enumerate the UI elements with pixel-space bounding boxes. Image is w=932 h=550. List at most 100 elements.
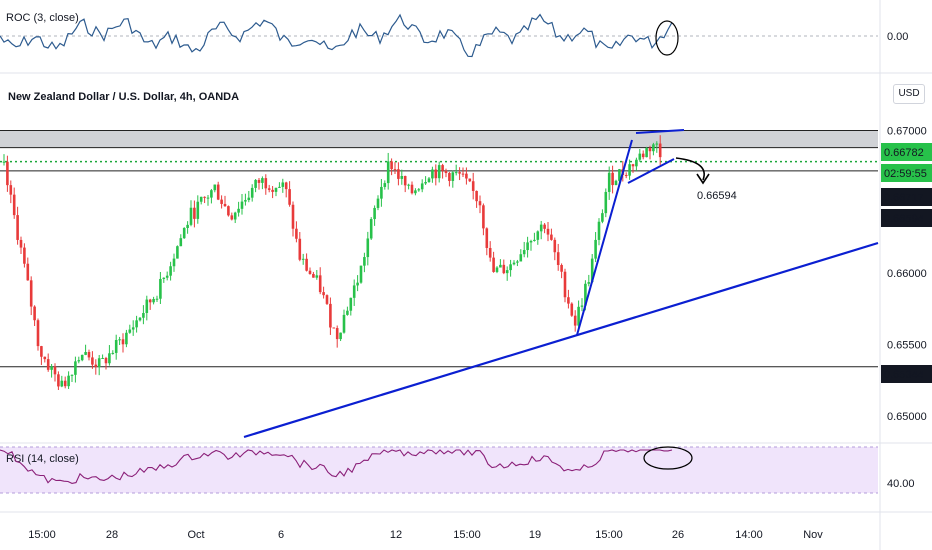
candle-body bbox=[101, 358, 104, 360]
candle-body bbox=[50, 366, 53, 370]
candle-body bbox=[441, 165, 444, 171]
candle-body bbox=[543, 224, 546, 229]
candle-body bbox=[329, 303, 332, 328]
candle-body bbox=[227, 206, 230, 216]
x-tick-label: 15:00 bbox=[28, 529, 56, 541]
candle-body bbox=[475, 190, 478, 202]
candle-body bbox=[590, 258, 594, 283]
y-tick-label: 0.66000 bbox=[887, 268, 927, 280]
candle-body bbox=[6, 161, 9, 186]
candle-body bbox=[271, 189, 274, 192]
candle-body bbox=[505, 270, 509, 274]
candle-body bbox=[165, 275, 169, 278]
candle-body bbox=[63, 380, 67, 387]
candle-body bbox=[604, 191, 608, 214]
candle-body bbox=[451, 172, 455, 181]
candle-body bbox=[305, 258, 308, 271]
candle-body bbox=[641, 153, 645, 158]
candle-body bbox=[240, 201, 244, 209]
candle-body bbox=[298, 238, 302, 260]
candle-body bbox=[176, 246, 179, 259]
candle-body bbox=[390, 161, 393, 170]
candle-body bbox=[516, 261, 519, 263]
candle-body bbox=[437, 165, 441, 179]
candle-body bbox=[91, 357, 94, 365]
candle-body bbox=[560, 265, 563, 272]
candle-body bbox=[193, 207, 196, 219]
candle-body bbox=[393, 169, 397, 171]
price-label-box bbox=[881, 164, 932, 182]
candle-body bbox=[16, 215, 19, 240]
candle-body bbox=[26, 263, 30, 281]
candle-body bbox=[529, 240, 533, 243]
candle-body bbox=[186, 224, 189, 229]
candle-body bbox=[308, 270, 312, 274]
candle-body bbox=[148, 299, 152, 303]
candle-body bbox=[121, 339, 125, 345]
candle-body bbox=[70, 374, 74, 376]
candle-body bbox=[580, 305, 584, 307]
candle-body bbox=[203, 196, 206, 198]
candle-body bbox=[346, 310, 349, 315]
candle-body bbox=[587, 282, 591, 284]
x-tick-label: 26 bbox=[672, 529, 684, 541]
candle-body bbox=[594, 239, 597, 259]
candle-body bbox=[556, 252, 560, 266]
candle-body bbox=[2, 161, 6, 163]
candle-body bbox=[424, 182, 427, 184]
candle-body bbox=[169, 266, 172, 276]
candle-body bbox=[223, 203, 227, 207]
candle-body bbox=[509, 264, 512, 271]
candle-body bbox=[19, 239, 23, 248]
x-tick-label: 6 bbox=[278, 529, 284, 541]
roc-title: ROC (3, close) bbox=[6, 12, 79, 24]
price-label-text: 0.66782 bbox=[884, 147, 924, 159]
candle-body bbox=[539, 224, 543, 232]
y-tick-label: 0.65000 bbox=[887, 411, 927, 423]
candle-body bbox=[645, 148, 648, 158]
currency-button[interactable]: USD bbox=[893, 84, 925, 104]
candle-body bbox=[291, 204, 295, 229]
candle-body bbox=[403, 176, 407, 186]
candle-body bbox=[386, 161, 390, 184]
candle-body bbox=[431, 169, 434, 179]
candle-body bbox=[526, 242, 529, 251]
candle-body bbox=[471, 181, 475, 191]
candle-body bbox=[135, 320, 138, 328]
candle-body bbox=[567, 297, 570, 304]
candle-body bbox=[125, 332, 128, 345]
x-tick-label: Oct bbox=[187, 529, 204, 541]
candle-body bbox=[284, 182, 288, 190]
candle-body bbox=[468, 178, 472, 182]
candle-body bbox=[264, 178, 268, 189]
x-tick-label: 28 bbox=[106, 529, 118, 541]
candle-body bbox=[142, 312, 145, 318]
price-label-text: 0.65344 bbox=[884, 369, 924, 381]
candle-body bbox=[465, 173, 468, 179]
x-tick-label: 15:00 bbox=[595, 529, 623, 541]
candle-body bbox=[40, 346, 43, 357]
rsi-band bbox=[0, 447, 878, 493]
candle-body bbox=[614, 180, 618, 186]
x-tick-label: Nov bbox=[803, 529, 823, 541]
x-tick-label: 15:00 bbox=[453, 529, 481, 541]
candle-body bbox=[488, 247, 492, 258]
candle-body bbox=[332, 327, 336, 329]
main-title: New Zealand Dollar / U.S. Dollar, 4h, OA… bbox=[8, 91, 239, 103]
roc-line bbox=[0, 13, 673, 58]
candle-body bbox=[454, 172, 458, 174]
price-label-text: 0.66717 bbox=[884, 192, 924, 204]
candle-body bbox=[247, 197, 251, 201]
candle-body bbox=[301, 258, 305, 260]
candle-body bbox=[257, 179, 261, 183]
candle-body bbox=[550, 234, 553, 240]
candle-body bbox=[448, 173, 451, 181]
candle-body bbox=[104, 358, 108, 364]
candle-body bbox=[573, 315, 577, 326]
candle-body bbox=[499, 264, 502, 268]
x-tick-label: 12 bbox=[390, 529, 402, 541]
candle-body bbox=[206, 197, 210, 199]
candle-body bbox=[152, 298, 155, 303]
candle-body bbox=[482, 205, 485, 229]
